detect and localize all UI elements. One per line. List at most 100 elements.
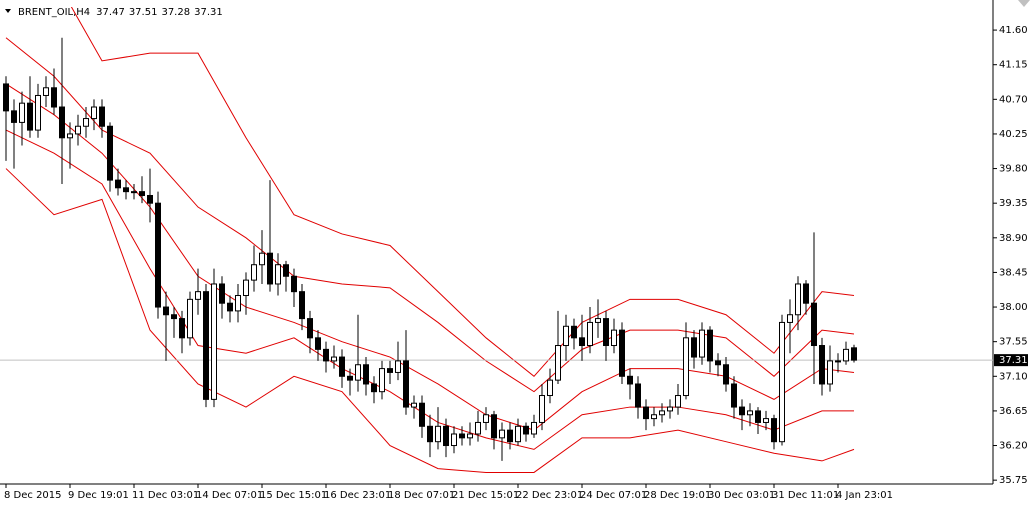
candle-body xyxy=(99,106,105,127)
candle-body xyxy=(395,360,401,373)
candle-body xyxy=(27,102,33,131)
candle-body xyxy=(227,302,233,312)
candle-body xyxy=(651,414,657,420)
candle-body xyxy=(203,291,209,400)
candle-body xyxy=(603,318,609,347)
y-tick-label: 36.20 xyxy=(999,441,1028,452)
candle-body xyxy=(779,321,785,443)
candle-body xyxy=(571,325,577,339)
x-tick-label: 30 Dec 03:01 xyxy=(708,490,775,501)
candle-body xyxy=(291,275,297,293)
candle-body xyxy=(659,410,665,416)
candle-body xyxy=(235,295,241,312)
candle-body xyxy=(411,402,417,408)
candle-body xyxy=(427,425,433,443)
y-tick-label: 36.65 xyxy=(999,406,1028,417)
candle-body xyxy=(579,337,585,347)
y-tick-label: 41.15 xyxy=(999,60,1028,71)
x-tick-label: 28 Dec 19:01 xyxy=(644,490,711,501)
candle-body xyxy=(115,179,121,189)
candle-body xyxy=(219,283,225,304)
candle-body xyxy=(835,360,841,363)
candle-body xyxy=(43,87,49,96)
candle-body xyxy=(187,298,193,339)
candle-body xyxy=(547,379,553,397)
candle-body xyxy=(619,329,625,377)
candle-body xyxy=(627,375,633,385)
shift-marker[interactable] xyxy=(1018,0,1030,7)
x-tick-label: 9 Dec 19:01 xyxy=(68,490,129,501)
x-tick-label: 8 Dec 2015 xyxy=(4,490,62,501)
y-tick-label: 38.45 xyxy=(999,267,1028,278)
candle-body xyxy=(707,329,713,362)
candle-body xyxy=(691,337,697,358)
x-tick-label: 24 Dec 07:01 xyxy=(580,490,647,501)
candle-body xyxy=(635,383,641,408)
x-tick-label: 15 Dec 15:01 xyxy=(260,490,327,501)
candle-body xyxy=(827,360,833,385)
x-tick-label: 31 Dec 11:01 xyxy=(772,490,839,501)
candle-body xyxy=(515,425,521,443)
candle-body xyxy=(587,321,593,347)
candle-body xyxy=(123,187,129,193)
y-tick-label: 41.60 xyxy=(999,25,1028,36)
candle-body xyxy=(3,83,9,112)
candle-body xyxy=(531,421,537,435)
x-tick-label: 11 Dec 03:01 xyxy=(132,490,199,501)
candle-body xyxy=(91,106,97,120)
y-tick-label: 35.75 xyxy=(999,475,1028,486)
candle-body xyxy=(131,191,137,194)
candle-body xyxy=(451,433,457,447)
candle-body xyxy=(267,252,273,285)
candle-body xyxy=(35,94,41,131)
candle-body xyxy=(19,102,25,123)
candle-body xyxy=(307,318,313,339)
candle-body xyxy=(715,360,721,366)
x-tick-label: 22 Dec 23:01 xyxy=(516,490,583,501)
x-tick-label: 14 Dec 07:01 xyxy=(196,490,263,501)
candle-body xyxy=(475,421,481,435)
candle-body xyxy=(755,410,761,423)
candle-body xyxy=(147,194,153,204)
candle-body xyxy=(339,356,345,377)
x-tick-label: 18 Dec 07:01 xyxy=(388,490,455,501)
candle-body xyxy=(507,429,513,443)
header-open: 37.47 xyxy=(96,7,125,18)
candle-body xyxy=(403,360,409,408)
band-line xyxy=(70,7,855,377)
candle-body xyxy=(179,318,185,339)
y-tick-label: 39.35 xyxy=(999,198,1028,209)
candle-body xyxy=(11,110,17,123)
candle-body xyxy=(739,406,745,416)
header-high: 37.51 xyxy=(129,7,158,18)
candle-body xyxy=(699,329,705,358)
candle-body xyxy=(563,325,569,347)
candle-body xyxy=(499,429,505,439)
candle-body xyxy=(163,306,169,316)
y-tick-label: 40.25 xyxy=(999,129,1028,140)
menu-arrow[interactable] xyxy=(5,9,11,13)
band-line xyxy=(5,37,855,393)
candle-body xyxy=(667,406,673,412)
candle-body xyxy=(355,364,361,381)
candle-body xyxy=(251,264,257,281)
candle-body xyxy=(259,252,265,266)
symbol: BRENT_OIL,H4 xyxy=(18,7,90,18)
candle-body xyxy=(435,425,441,443)
candle-body xyxy=(275,264,281,285)
candle-body xyxy=(851,347,857,361)
candle-body xyxy=(443,425,449,447)
candle-body xyxy=(75,125,81,135)
candle-body xyxy=(139,191,145,196)
x-tick-label: 21 Dec 15:01 xyxy=(452,490,519,501)
candle-body xyxy=(843,348,849,362)
candle-body xyxy=(283,264,289,277)
candle-body xyxy=(723,364,729,385)
candle-body xyxy=(419,402,425,427)
candle-body xyxy=(819,345,825,385)
candle-body xyxy=(731,383,737,408)
candle-body xyxy=(59,106,65,139)
candle-body xyxy=(763,418,769,423)
candle-body xyxy=(243,279,249,297)
